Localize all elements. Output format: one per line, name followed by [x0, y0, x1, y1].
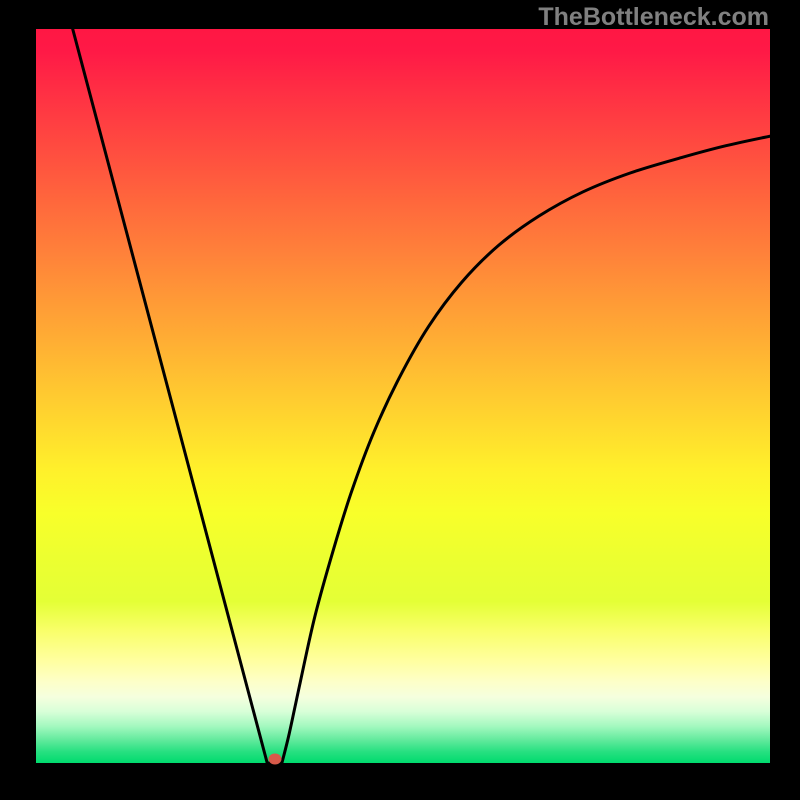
plot-area [36, 29, 770, 763]
chart-frame: TheBottleneck.com [0, 0, 800, 800]
optimal-point-marker [268, 754, 281, 765]
bottleneck-curve [36, 29, 770, 763]
watermark-text: TheBottleneck.com [538, 3, 769, 32]
